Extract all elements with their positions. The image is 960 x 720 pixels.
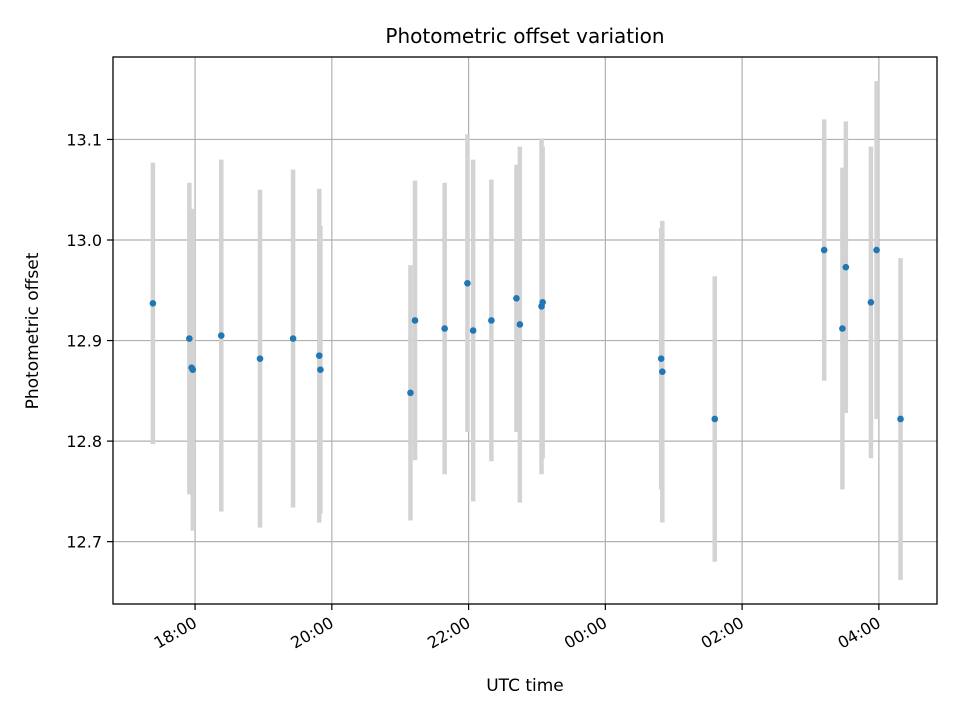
x-axis-title: UTC time xyxy=(486,676,564,696)
y-tick-label: 13.0 xyxy=(66,231,102,250)
data-point xyxy=(839,325,846,332)
data-point xyxy=(488,317,495,324)
data-point xyxy=(315,352,323,359)
data-point xyxy=(516,321,524,328)
data-points xyxy=(149,246,904,423)
data-point xyxy=(867,299,875,306)
data-point xyxy=(256,355,264,362)
data-point xyxy=(407,389,414,397)
y-tick-label: 12.7 xyxy=(66,533,102,552)
data-point xyxy=(657,355,665,362)
data-point xyxy=(186,335,193,342)
y-axis-ticks: 12.7 12.8 12.9 13.0 13.1 xyxy=(66,130,113,552)
y-tick-label: 13.1 xyxy=(66,130,102,149)
data-point xyxy=(317,366,324,374)
data-point xyxy=(411,317,419,324)
data-point xyxy=(539,299,546,306)
data-point xyxy=(217,332,225,339)
data-point xyxy=(441,325,448,332)
data-point xyxy=(659,368,666,376)
data-point xyxy=(149,300,157,307)
data-point xyxy=(897,415,904,423)
data-point xyxy=(842,263,850,271)
data-point xyxy=(711,415,719,423)
data-point xyxy=(189,366,197,374)
data-point xyxy=(820,246,828,254)
grid xyxy=(113,57,937,604)
y-axis-title: Photometric offset xyxy=(23,252,43,409)
data-point xyxy=(464,279,471,287)
data-point xyxy=(289,335,297,342)
y-tick-label: 12.9 xyxy=(66,332,102,351)
data-point xyxy=(469,327,477,334)
chart-title: Photometric offset variation xyxy=(385,24,664,48)
y-tick-label: 12.8 xyxy=(66,432,102,451)
data-point xyxy=(873,246,880,254)
data-point xyxy=(513,295,520,302)
plot-frame xyxy=(112,56,938,605)
